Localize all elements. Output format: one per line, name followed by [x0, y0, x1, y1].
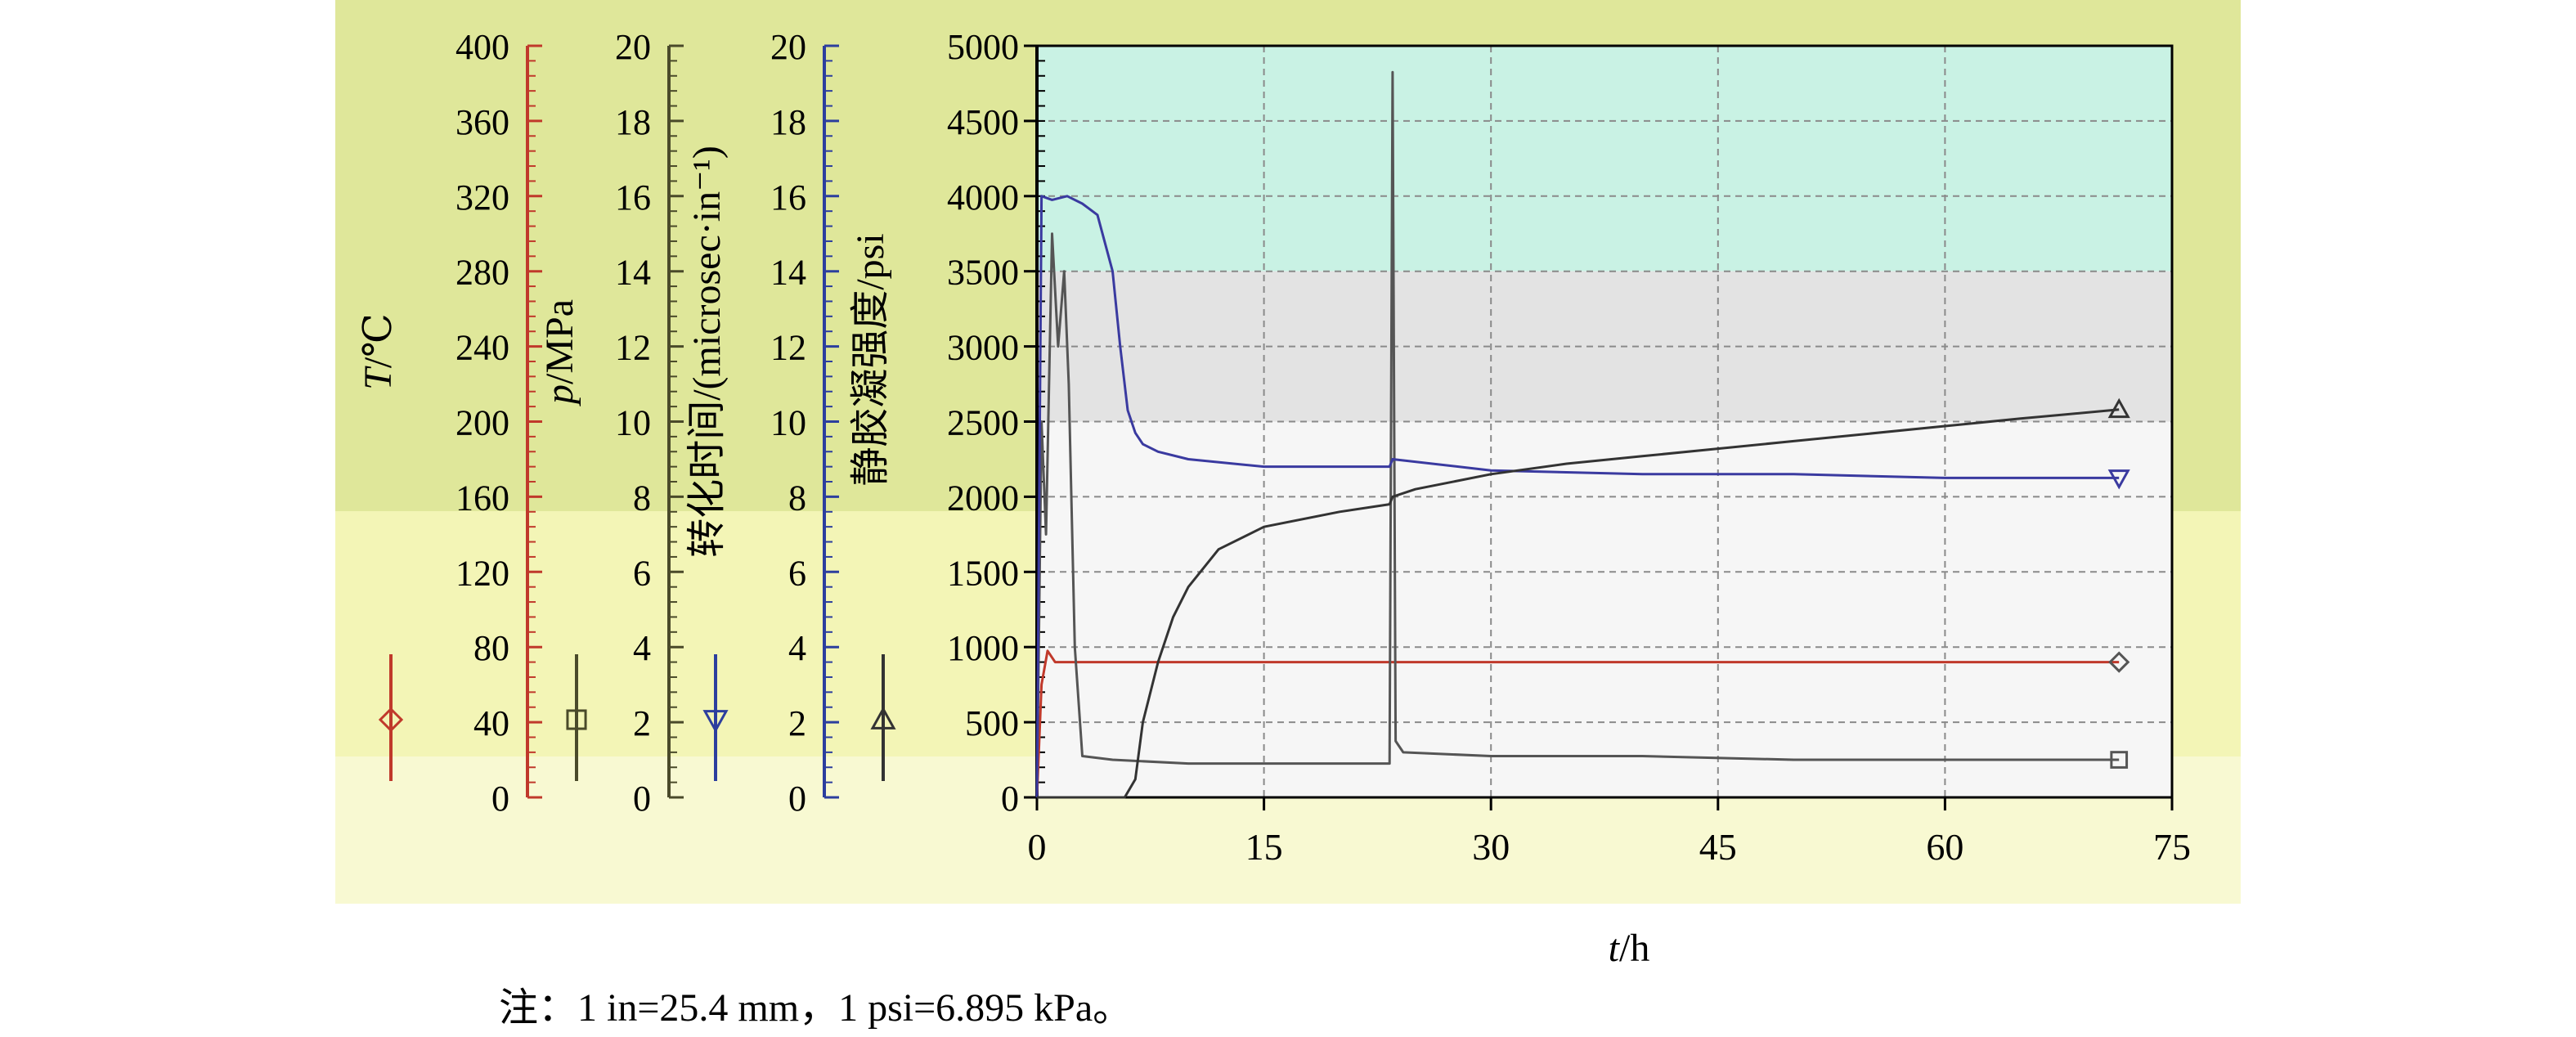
y-tick-label-T: 360 [456, 102, 509, 142]
y-axis-label-sgs: 静胶凝强度/psi [849, 233, 892, 486]
series-end-marker-sgs [2107, 397, 2130, 419]
y-tick-label-T: 40 [473, 703, 509, 743]
y-tick-label-p: 2 [633, 703, 651, 743]
series-end-marker-T [2108, 651, 2130, 673]
y-tick-label-T: 0 [491, 779, 509, 819]
x-axis-label: t/h [1609, 927, 1650, 970]
y-axis-label-T: T/℃ [357, 313, 400, 390]
y-tick-label-tt: 4 [788, 628, 806, 668]
chart-axes [526, 44, 2174, 810]
y-tick-label-T: 80 [473, 628, 509, 668]
y-tick-label-tt: 14 [770, 253, 806, 293]
x-tick-label: 0 [1028, 826, 1047, 868]
y-axis-label-p: p/MPa [538, 299, 581, 406]
y-tick-label-p: 16 [615, 177, 651, 218]
y-tick-label-T: 120 [456, 553, 509, 593]
series-end-marker-tt [2107, 469, 2130, 490]
y-tick-label-sgs: 0 [1001, 779, 1019, 819]
y-tick-label-tt: 20 [770, 27, 806, 67]
legend-marker-T [378, 707, 404, 733]
chart-note: 注：1 in=25.4 mm，1 psi=6.895 kPa。 [499, 986, 1133, 1030]
series-line-T [1035, 649, 2120, 798]
x-tick-label: 15 [1245, 826, 1283, 868]
y-tick-label-tt: 6 [788, 553, 806, 593]
y-tick-label-sgs: 3000 [947, 328, 1019, 368]
y-tick-label-tt: 16 [770, 177, 806, 218]
y-axis-label-tt: 转化时间/(microsec·in⁻¹) [685, 146, 729, 558]
y-tick-label-p: 12 [615, 328, 651, 368]
y-tick-label-sgs: 1500 [947, 553, 1019, 593]
y-tick-label-p: 14 [615, 253, 651, 293]
y-tick-label-sgs: 4000 [947, 177, 1019, 218]
y-tick-label-p: 20 [615, 27, 651, 67]
y-tick-label-T: 200 [456, 403, 509, 443]
y-tick-label-tt: 10 [770, 403, 806, 443]
y-tick-label-p: 6 [633, 553, 651, 593]
y-tick-label-p: 8 [633, 478, 651, 518]
y-tick-label-T: 280 [456, 253, 509, 293]
y-tick-label-tt: 2 [788, 703, 806, 743]
plot-band-upper [1037, 46, 2172, 272]
y-tick-label-sgs: 3500 [947, 253, 1019, 293]
legend-marker-p [566, 709, 587, 730]
y-tick-label-T: 400 [456, 27, 509, 67]
x-tick-label: 60 [1926, 826, 1963, 868]
x-tick-label: 75 [2153, 826, 2191, 868]
chart-series [1035, 70, 2130, 799]
series-line-sgs [1037, 408, 2120, 799]
y-tick-label-tt: 8 [788, 478, 806, 518]
y-tick-label-p: 18 [615, 102, 651, 142]
y-tick-label-tt: 0 [788, 779, 806, 819]
y-tick-label-sgs: 4500 [947, 102, 1019, 142]
y-tick-label-tt: 12 [770, 328, 806, 368]
series-line-p [1035, 70, 2120, 798]
y-tick-label-T: 240 [456, 328, 509, 368]
y-tick-label-T: 320 [456, 177, 509, 218]
y-tick-label-p: 0 [633, 779, 651, 819]
legend-marker-tt [702, 710, 729, 734]
x-tick-label: 45 [1699, 826, 1737, 868]
y-tick-label-sgs: 5000 [947, 27, 1019, 67]
legend-marker-sgs [870, 706, 896, 729]
y-tick-label-sgs: 2000 [947, 478, 1019, 518]
series-line-tt [1035, 195, 2120, 798]
y-tick-label-sgs: 1000 [947, 628, 1019, 668]
x-tick-label: 30 [1472, 826, 1510, 868]
chart-background [335, 0, 2241, 904]
y-tick-label-p: 10 [615, 403, 651, 443]
chart-labels: 0 15 30 45 60 75t/h04080120160200240280320360… [357, 27, 2191, 970]
y-tick-label-sgs: 2500 [947, 403, 1019, 443]
y-tick-label-tt: 18 [770, 102, 806, 142]
y-tick-label-p: 4 [633, 628, 651, 668]
y-tick-label-T: 160 [456, 478, 509, 518]
series-end-marker-p [2110, 751, 2129, 769]
y-tick-label-sgs: 500 [965, 703, 1019, 743]
